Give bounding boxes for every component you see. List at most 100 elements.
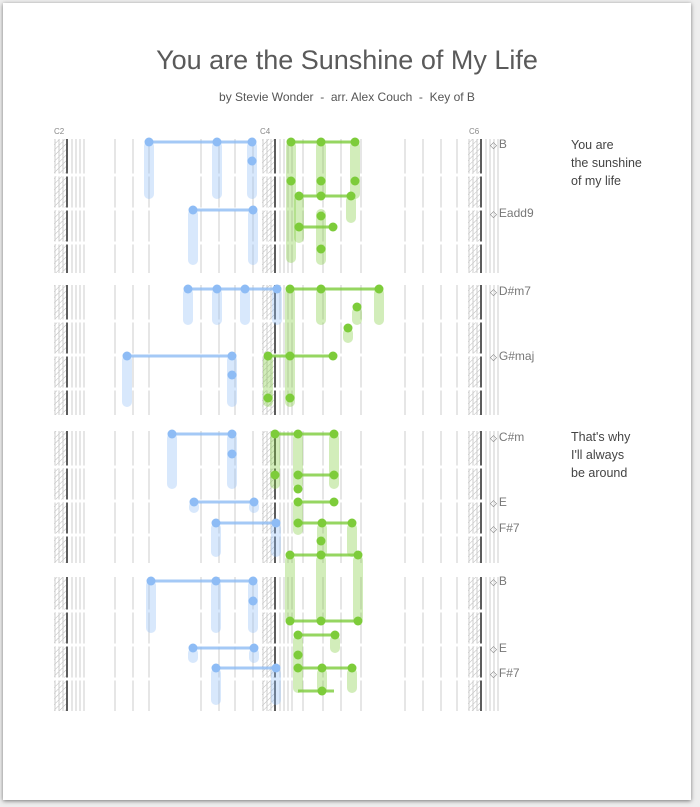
right-hand-note-head [293, 484, 303, 494]
right-hand-note-head [330, 630, 340, 640]
hatch-region [54, 139, 66, 273]
left-hand-note-head [144, 137, 154, 147]
right-hand-note-head [270, 470, 280, 480]
right-hand-note [352, 307, 362, 325]
right-hand-note [316, 141, 326, 199]
left-hand-note-head [211, 576, 221, 586]
chord-label[interactable]: ◇ D#m7 [490, 284, 531, 298]
left-hand-note [183, 288, 193, 325]
left-hand-note-head [249, 497, 259, 507]
right-hand-note-head [285, 351, 295, 361]
right-hand-note-head [263, 351, 273, 361]
right-hand-note-head [350, 137, 360, 147]
octave-marker-c6: C6 [469, 127, 480, 136]
left-hand-note-head [248, 576, 258, 586]
hatch-region [468, 139, 480, 273]
right-hand-note-head [317, 686, 327, 696]
left-hand-note [144, 141, 154, 199]
right-hand-note [350, 141, 360, 199]
sheet-page: You are the Sunshine of My Life by Stevi… [3, 3, 691, 800]
chord-arrow-icon: ◇ [490, 140, 497, 150]
left-hand-note-head [188, 205, 198, 215]
right-hand-note [347, 523, 357, 557]
chord-label[interactable]: ◇ C#m [490, 430, 524, 444]
left-hand-note-head [146, 576, 156, 586]
chord-label[interactable]: ◇ B [490, 574, 507, 588]
right-hand-note [329, 433, 339, 489]
chord-label[interactable]: ◇ E [490, 641, 507, 655]
right-hand-note-head [347, 663, 357, 673]
right-hand-note-head [329, 429, 339, 439]
chord-label[interactable]: ◇ F#7 [490, 666, 520, 680]
chord-symbol: D#m7 [498, 284, 531, 298]
right-hand-note [270, 433, 280, 489]
left-hand-note-head [212, 137, 222, 147]
chord-arrow-icon: ◇ [490, 209, 497, 219]
hatch-region [468, 285, 480, 415]
right-hand-note [347, 668, 357, 693]
left-hand-note-head [247, 156, 257, 166]
left-hand-note-head [271, 518, 281, 528]
chord-symbol: F#7 [498, 521, 520, 535]
chord-label[interactable]: ◇ F#7 [490, 521, 520, 535]
hatch-region [468, 431, 480, 563]
left-hand-note [272, 288, 282, 325]
left-hand-note-head [211, 518, 221, 528]
octave-marker-c2: C2 [54, 127, 65, 136]
right-hand-note-head [374, 284, 384, 294]
right-hand-note [374, 288, 384, 325]
lyric-line: I'll always [571, 448, 625, 462]
right-hand-note-head [293, 470, 303, 480]
right-hand-note-head [317, 518, 327, 528]
left-hand-note [188, 209, 198, 265]
right-hand-note-head [343, 323, 353, 333]
left-hand-note [212, 141, 222, 199]
chord-symbol: B [498, 574, 507, 588]
chord-label[interactable]: ◇ Eadd9 [490, 206, 534, 220]
chord-label[interactable]: ◇ G#maj [490, 349, 534, 363]
right-hand-note [317, 668, 327, 693]
chord-arrow-icon: ◇ [490, 669, 497, 679]
right-hand-note-head [328, 351, 338, 361]
chord-label[interactable]: ◇ B [490, 137, 507, 151]
right-hand-note-head [286, 176, 296, 186]
left-hand-note [211, 523, 221, 557]
chord-arrow-icon: ◇ [490, 433, 497, 443]
chord-arrow-icon: ◇ [490, 524, 497, 534]
left-hand-note-head [167, 429, 177, 439]
left-hand-note [271, 523, 281, 557]
right-hand-note [316, 555, 326, 623]
right-hand-note-head [294, 191, 304, 201]
chord-arrow-icon: ◇ [490, 352, 497, 362]
right-hand-note-head [293, 663, 303, 673]
right-hand-note-head [347, 518, 357, 528]
chord-label[interactable]: ◇ E [490, 495, 507, 509]
left-hand-note-head [227, 429, 237, 439]
piano-roll [51, 137, 499, 711]
right-hand-note [343, 328, 353, 343]
chord-symbol: C#m [498, 430, 525, 444]
left-hand-note-head [212, 284, 222, 294]
chord-symbol: B [498, 137, 507, 151]
left-hand-note [240, 288, 250, 325]
left-hand-note [271, 668, 281, 705]
left-hand-note [248, 209, 258, 265]
right-hand-note-head [286, 137, 296, 147]
left-hand-note-head [227, 449, 237, 459]
right-hand-note-head [316, 244, 326, 254]
left-hand-note [247, 141, 257, 199]
right-hand-note-head [316, 191, 326, 201]
right-hand-note [346, 195, 356, 223]
left-hand-note [188, 648, 198, 663]
chord-symbol: E [498, 495, 507, 509]
right-hand-note-head [293, 497, 303, 507]
left-hand-note-head [271, 663, 281, 673]
hatch-region [54, 285, 66, 415]
chord-arrow-icon: ◇ [490, 577, 497, 587]
left-hand-note-head [272, 284, 282, 294]
right-hand-note-head [329, 470, 339, 480]
right-hand-note-head [285, 393, 295, 403]
left-hand-note-head [189, 497, 199, 507]
left-hand-note-head [249, 643, 259, 653]
chord-symbol: E [498, 641, 507, 655]
